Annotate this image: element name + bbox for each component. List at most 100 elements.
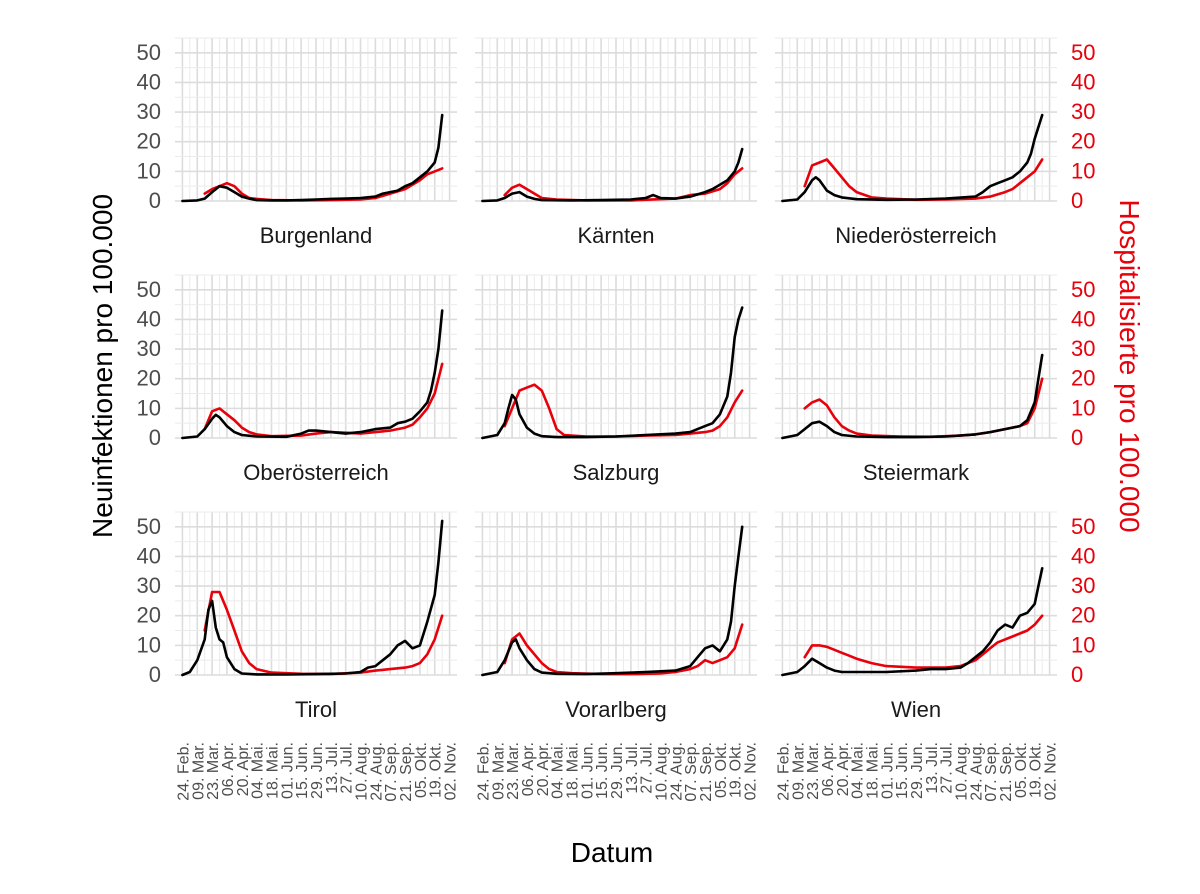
series-neuinfektionen [781, 113, 1044, 203]
y-tick-label-left: 10 [137, 158, 161, 183]
x-tick-label: 07. Sep. [683, 742, 700, 802]
y-tick-label-left: 50 [137, 277, 161, 302]
y-tick-label-left: 20 [137, 366, 161, 391]
y-tick-label-left: 20 [137, 603, 161, 628]
x-tick-label: 01. Jun. [879, 742, 896, 799]
x-tick-label: 05. Okt. [413, 742, 430, 798]
x-tick-label: 02. Nov. [1043, 742, 1060, 800]
x-tick-label: 20. Apr. [235, 742, 252, 796]
series-neuinfektionen [781, 567, 1044, 677]
y-tick-label-left: 30 [137, 99, 161, 124]
y-tick-label-left: 30 [137, 336, 161, 361]
x-tick-label: 05. Okt. [713, 742, 730, 798]
y-tick-label-right: 40 [1071, 306, 1095, 331]
x-tick-label: 09. Mar. [790, 742, 807, 800]
x-tick-label: 23. Mar. [205, 742, 222, 800]
x-tick-label: 18. Mai. [265, 742, 282, 799]
series-neuinfektionen [181, 309, 444, 440]
x-tick-label: 21. Sep. [398, 742, 415, 802]
x-tick-label: 24. Feb. [475, 742, 492, 801]
x-tick-label: 27. Jul. [339, 742, 356, 794]
y-tick-label-right: 30 [1071, 99, 1095, 124]
x-tick-label: 18. Mai. [565, 742, 582, 799]
y-tick-label-right: 10 [1071, 395, 1095, 420]
x-tick-label: 24. Feb. [775, 742, 792, 801]
series-neuinfektionen [481, 306, 744, 440]
x-tick-label: 19. Okt. [428, 742, 445, 798]
y-tick-label-right: 20 [1071, 366, 1095, 391]
y-tick-label-right: 50 [1071, 514, 1095, 539]
y-tick-label-right: 0 [1071, 425, 1083, 450]
series-neuinfektionen [481, 147, 744, 203]
x-axis-title: Datum [571, 837, 653, 868]
y-tick-label-left: 50 [137, 514, 161, 539]
y-tick-label-left: 0 [149, 662, 161, 687]
x-tick-label: 10. Aug. [954, 742, 971, 801]
x-tick-label: 01. Jun. [579, 742, 596, 799]
y-tick-label-right: 30 [1071, 336, 1095, 361]
y-tick-label-right: 40 [1071, 69, 1095, 94]
x-tick-label: 06. Apr. [820, 742, 837, 796]
series-neuinfektionen [781, 353, 1044, 440]
x-tick-label: 20. Apr. [835, 742, 852, 796]
x-tick-label: 21. Sep. [698, 742, 715, 802]
y-axis-title-left: Neuinfektionen pro 100.000 [87, 194, 118, 538]
series-hospitalisierte [203, 362, 444, 438]
panel-steiermark: Steiermark 0 10 20 30 40 50 [775, 274, 1095, 485]
y-tick-label-right: 10 [1071, 632, 1095, 657]
panel-kärnten: Kärnten [475, 37, 757, 248]
series-hospitalisierte [803, 614, 1044, 669]
facet-label-burgenland: Burgenland [260, 223, 373, 248]
panel-tirol: Tirol 0 10 20 30 40 50 24. Feb.09. Mar.23. Mar.… [137, 511, 460, 802]
y-tick-label-left: 0 [149, 425, 161, 450]
x-tick-label: 13. Jul. [624, 742, 641, 794]
y-tick-label-left: 10 [137, 395, 161, 420]
x-tick-label: 13. Jul. [924, 742, 941, 794]
y-tick-label-left: 0 [149, 188, 161, 213]
facet-label-kärnten: Kärnten [577, 223, 654, 248]
facet-label-salzburg: Salzburg [573, 460, 660, 485]
x-tick-label: 23. Mar. [805, 742, 822, 800]
x-tick-label: 18. Mai. [865, 742, 882, 799]
x-tick-label: 15. Jun. [294, 742, 311, 799]
y-tick-label-right: 0 [1071, 188, 1083, 213]
y-tick-label-left: 10 [137, 632, 161, 657]
x-tick-label: 29. Jun. [909, 742, 926, 799]
x-tick-label: 10. Aug. [654, 742, 671, 801]
x-tick-label: 02. Nov. [743, 742, 760, 800]
x-tick-label: 09. Mar. [490, 742, 507, 800]
x-tick-label: 24. Aug. [668, 742, 685, 801]
y-tick-label-right: 50 [1071, 277, 1095, 302]
x-tick-label: 13. Jul. [324, 742, 341, 794]
x-tick-label: 02. Nov. [443, 742, 460, 800]
x-tick-label: 06. Apr. [520, 742, 537, 796]
x-tick-label: 19. Okt. [728, 742, 745, 798]
x-tick-label: 07. Sep. [383, 742, 400, 802]
y-tick-label-left: 20 [137, 129, 161, 154]
x-tick-label: 01. Jun. [279, 742, 296, 799]
panel-oberösterreich: Oberösterreich 0 10 20 30 40 50 [137, 274, 457, 485]
x-tick-label: 15. Jun. [594, 742, 611, 799]
x-tick-label: 29. Jun. [609, 742, 626, 799]
x-tick-label: 29. Jun. [309, 742, 326, 799]
x-tick-label: 27. Jul. [939, 742, 956, 794]
x-tick-label: 04. Mai. [250, 742, 267, 799]
facet-label-tirol: Tirol [295, 697, 337, 722]
x-tick-label: 15. Jun. [894, 742, 911, 799]
x-tick-label: 07. Sep. [983, 742, 1000, 802]
y-tick-label-right: 0 [1071, 662, 1083, 687]
y-tick-label-left: 30 [137, 573, 161, 598]
y-tick-label-right: 50 [1071, 40, 1095, 65]
y-tick-label-left: 40 [137, 543, 161, 568]
x-tick-label: 04. Mai. [550, 742, 567, 799]
x-tick-label: 24. Feb. [175, 742, 192, 801]
x-tick-label: 21. Sep. [998, 742, 1015, 802]
x-tick-label: 20. Apr. [535, 742, 552, 796]
facet-label-vorarlberg: Vorarlberg [565, 697, 667, 722]
x-tick-label: 09. Mar. [190, 742, 207, 800]
panel-niederösterreich: Niederösterreich 0 10 20 30 40 50 [775, 37, 1095, 248]
x-tick-label: 10. Aug. [354, 742, 371, 801]
x-tick-label: 04. Mai. [850, 742, 867, 799]
